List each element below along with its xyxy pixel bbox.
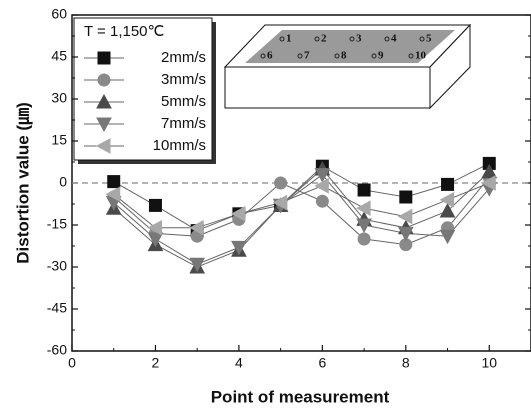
- marker: [314, 168, 331, 183]
- inset-label: 5: [426, 33, 432, 45]
- marker: [231, 240, 247, 256]
- marker: [357, 232, 371, 246]
- temperature-annotation: T = 1,150℃: [84, 23, 164, 40]
- marker: [147, 219, 162, 236]
- y-tick-label: -45: [47, 300, 67, 316]
- legend-label: 10mm/s: [153, 137, 206, 154]
- inset-label: 8: [341, 50, 347, 62]
- marker: [397, 208, 413, 225]
- legend-label: 3mm/s: [161, 71, 206, 88]
- y-tick-label: -15: [47, 216, 67, 232]
- legend: [73, 17, 213, 161]
- y-axis-label: Distortion value (㎛): [13, 102, 33, 264]
- y-tick-label: 30: [51, 90, 67, 106]
- marker: [189, 257, 206, 273]
- y-tick-label: 0: [59, 174, 67, 190]
- x-tick-label: 6: [318, 355, 326, 371]
- legend-label: 7mm/s: [161, 115, 206, 132]
- y-tick-label: 45: [51, 48, 67, 64]
- series-line: [113, 162, 490, 232]
- marker: [274, 176, 288, 190]
- inset-area: [245, 30, 455, 63]
- inset-front: [224, 66, 431, 109]
- marker: [107, 175, 121, 189]
- inset-point: [314, 36, 320, 42]
- marker: [315, 194, 329, 208]
- marker: [397, 226, 414, 242]
- x-axis-label: Point of measurement: [211, 387, 390, 406]
- inset-side: [429, 23, 471, 110]
- legend-marker: [97, 73, 111, 87]
- inset-point: [384, 36, 390, 42]
- inset-label: 4: [391, 33, 397, 45]
- series-line: [113, 182, 490, 229]
- inset-point: [408, 53, 414, 59]
- inset-label: 2: [321, 33, 327, 45]
- marker: [356, 218, 372, 234]
- y-tick-label: -30: [47, 258, 67, 274]
- marker: [105, 186, 121, 203]
- specimen-inset: 1 2 3 4 5 6 7 8 9 10: [223, 23, 472, 110]
- x-tick-label: 10: [481, 355, 497, 371]
- marker: [481, 163, 498, 179]
- marker: [441, 177, 455, 191]
- marker: [439, 229, 456, 245]
- legend-label: 2mm/s: [161, 49, 206, 66]
- inset-point: [297, 53, 303, 59]
- series-line: [113, 168, 490, 268]
- series-line: [113, 177, 490, 246]
- inset-label: 10: [415, 50, 427, 62]
- inset-label: 1: [286, 33, 292, 45]
- legend-marker: [96, 117, 112, 133]
- y-tick-label: 60: [51, 6, 67, 22]
- inset-label: 3: [356, 33, 362, 45]
- marker: [481, 175, 496, 191]
- legend-label: 5mm/s: [161, 93, 206, 110]
- legend-marker: [95, 138, 111, 154]
- inset-point: [334, 53, 340, 59]
- legend-marker: [97, 51, 111, 65]
- marker: [147, 232, 164, 248]
- marker: [356, 200, 371, 217]
- inset-point: [371, 53, 377, 59]
- x-tick-label: 0: [68, 355, 76, 371]
- marker: [230, 205, 246, 222]
- marker: [357, 183, 371, 197]
- y-tick-label: -60: [47, 342, 67, 358]
- marker: [272, 194, 288, 211]
- y-tick-label: 15: [51, 132, 67, 148]
- x-tick-label: 8: [402, 355, 410, 371]
- marker: [189, 219, 204, 236]
- x-tick-label: 4: [235, 355, 243, 371]
- marker: [439, 202, 456, 218]
- marker: [314, 177, 329, 194]
- inset-point: [419, 36, 425, 42]
- inset-label: 9: [378, 50, 384, 62]
- x-tick-label: 2: [152, 355, 160, 371]
- inset-point: [260, 53, 266, 59]
- inset-point: [349, 36, 355, 42]
- inset-point: [279, 36, 285, 42]
- marker: [439, 191, 455, 208]
- series-line: [113, 173, 490, 265]
- inset-label: 7: [304, 50, 310, 62]
- marker: [399, 190, 413, 204]
- marker: [148, 198, 162, 212]
- legend-marker: [96, 93, 112, 109]
- inset-label: 6: [267, 50, 273, 62]
